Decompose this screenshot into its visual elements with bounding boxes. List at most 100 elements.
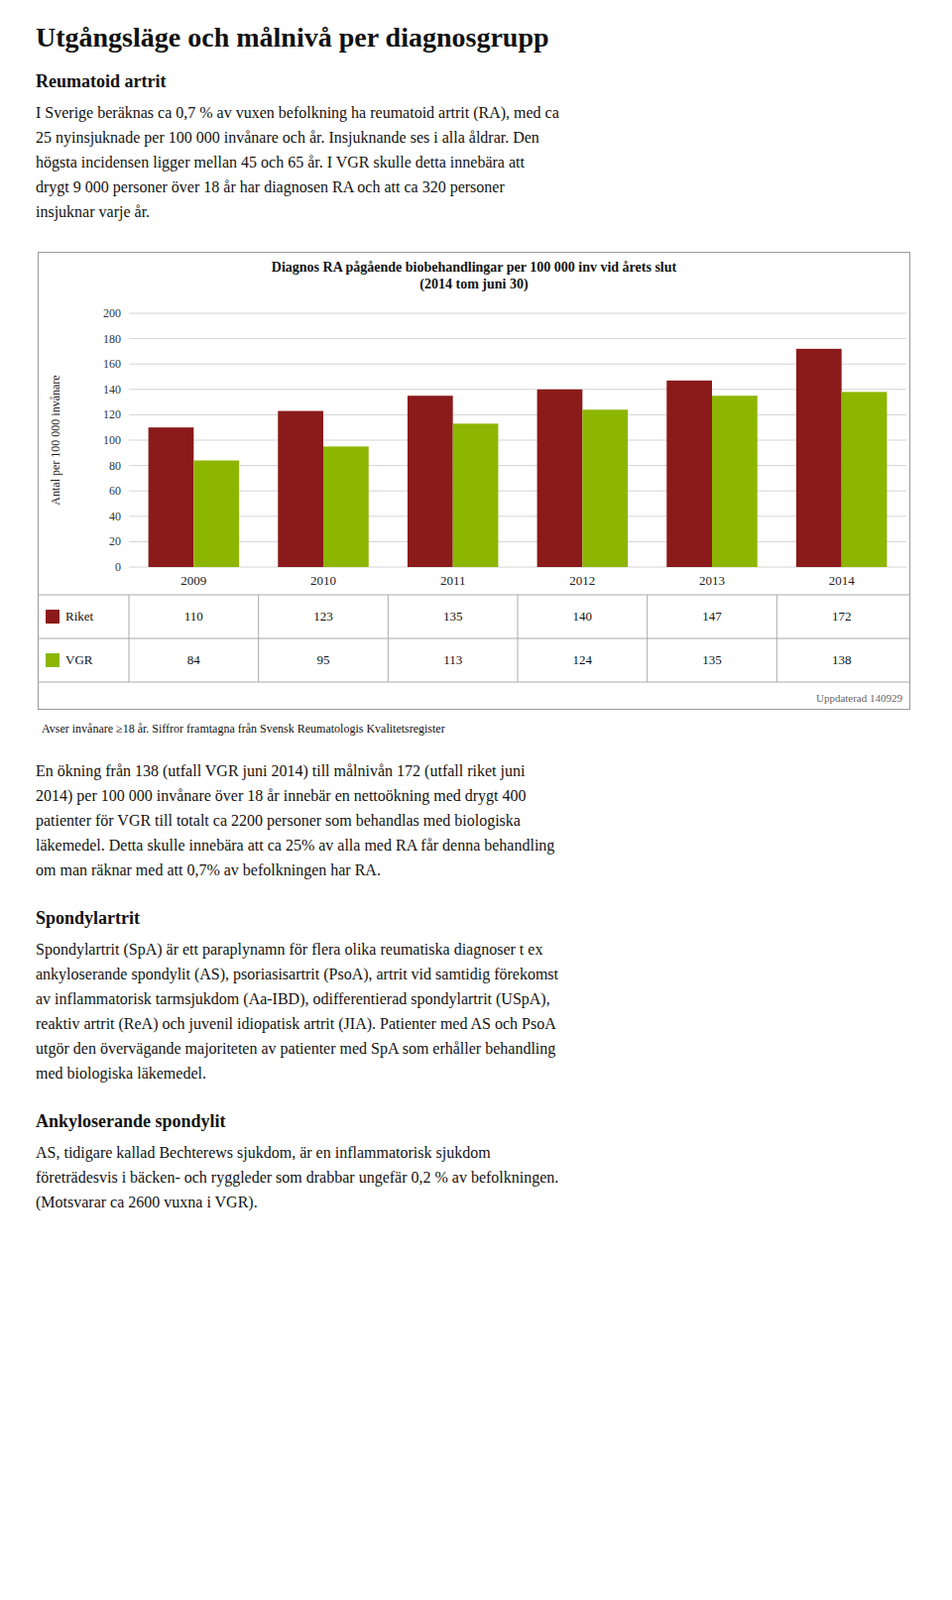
grid-line [128,338,907,340]
text-section: Spondylartrit Spondylartrit (SpA) är ett … [35,908,917,1086]
y-tick-label: 60 [109,483,121,498]
section-heading: Spondylartrit [35,908,917,930]
legend-label: Riket [65,608,95,624]
body-text-line: ankyloserande spondylit (AS), psoriasisa… [35,961,917,987]
bar [582,409,628,568]
grid-line [128,388,907,390]
x-tick-label: 2010 [310,573,337,589]
body-text-line: I Sverige beräknas ca 0,7 % av vuxen bef… [35,100,917,125]
y-tick-label: 160 [103,357,121,371]
chart-footnote: Avser invånare ≥18 år. Siffror framtagna… [41,721,917,737]
grid-line [128,465,907,467]
y-tick-label: 180 [103,332,121,347]
x-tick-label: 2012 [569,573,595,589]
grid-line [128,567,907,569]
table-rule [37,682,911,684]
y-tick-label: 40 [109,509,121,524]
bar [407,395,454,568]
table-divider [517,595,519,683]
body-text-line: 25 nyinsjuknade per 100 000 invånare och… [35,124,917,150]
text-section: Reumatoid artrit I Sverige beräknas ca 0,… [35,71,917,225]
body-text-line: företrädesvis i bäcken- och ryggleder so… [35,1165,917,1190]
body-text-line: reaktiv artrit (ReA) och juvenil idiopat… [35,1011,917,1037]
page-title: Utgångsläge och målnivå per diagnosgrupp [35,21,917,54]
x-tick-label: 2011 [440,573,467,589]
bar [666,380,713,568]
table-divider [387,595,389,683]
table-value: 123 [313,608,334,624]
body-text-line: AS, tidigare kallad Bechterews sjukdom, … [35,1140,917,1166]
grid-line [128,363,907,365]
section-heading: Ankyloserande spondylit [35,1111,917,1133]
chart: Diagnos RA pågående biobehandlingar per … [37,251,911,711]
grid-line [128,313,907,315]
table-value: 138 [832,652,852,668]
bar [277,411,324,568]
bar [796,349,842,568]
table-value: 135 [443,608,464,624]
x-tick-label: 2009 [180,573,207,589]
bar [193,460,239,568]
text-section: En ökning från 138 (utfall VGR juni 2014… [35,758,917,883]
body-text-line: insjuknar varje år. [35,199,917,225]
table-value: 124 [573,652,594,668]
text-section: Ankyloserande spondylit AS, tidigare kall… [35,1111,917,1215]
table-value: 113 [443,652,463,668]
body-text-line: om man räknar med att 0,7% av befolkning… [35,857,917,883]
grid-line [128,515,907,517]
chart-title: Diagnos RA pågående biobehandlingar per … [271,259,678,293]
table-value: 84 [187,652,202,668]
section-heading: Reumatoid artrit [35,71,917,93]
bars [148,349,888,568]
body-text-line: av inflammatorisk tarmsjukdom (Aa-IBD), … [35,986,917,1012]
table-rule [37,595,911,596]
body-text-line: 2014) per 100 000 invånare över 18 år in… [35,783,917,809]
body-text-line: En ökning från 138 (utfall VGR juni 2014… [35,758,917,784]
body-text-line: (Motsvarar ca 2600 vuxna i VGR). [35,1190,917,1215]
body-text-line: patienter för VGR till totalt ca 2200 pe… [35,808,917,833]
body-text-line: utgör den övervägande majoriteten av pat… [35,1036,917,1062]
table-value: 95 [317,652,331,668]
y-tick-label: 20 [109,534,121,549]
bar [841,391,888,568]
grid-line [128,440,907,442]
grid-line [128,541,907,543]
x-tick-label: 2014 [829,573,856,589]
y-tick-label: 100 [103,433,121,448]
bar [323,446,369,568]
y-tick-label: 120 [103,407,121,422]
legend-swatch [45,653,60,668]
chart-frame [38,252,911,711]
table-value: 172 [832,608,852,624]
table-divider [128,595,130,683]
table-value: 147 [702,608,722,624]
table-divider [257,595,259,683]
y-tick-label: 80 [109,459,121,474]
legend-swatch [45,609,60,624]
updated-note: Uppdaterad 140929 [816,692,904,705]
bar [537,389,584,568]
y-axis-label: Antal per 100 000 invånare [48,374,63,505]
body-text-line: högsta incidensen ligger mellan 45 och 6… [35,149,917,175]
x-tick-label: 2013 [699,573,725,589]
table-rule [37,638,911,640]
y-tick-label: 200 [103,306,121,321]
body-text-line: Spondylartrit (SpA) är ett paraplynamn f… [35,937,917,962]
table-divider [646,595,648,683]
table-divider [776,595,778,683]
bar [148,427,195,568]
bar [453,423,499,568]
y-tick-label: 0 [115,560,121,575]
body-text-line: drygt 9 000 personer över 18 år har diag… [35,174,917,200]
grid-line [128,490,907,492]
table-value: 110 [184,608,204,624]
chart-container: Diagnos RA pågående biobehandlingar per … [37,251,917,737]
body-text-line: läkemedel. Detta skulle innebära att ca … [35,833,917,858]
body-text-line: med biologiska läkemedel. [35,1061,917,1086]
table-value: 135 [702,652,722,668]
bar [712,395,758,568]
legend-label: VGR [65,652,94,668]
grid-line [128,414,907,416]
page: Utgångsläge och målnivå per diagnosgrupp… [0,0,952,1215]
table-value: 140 [573,608,594,624]
